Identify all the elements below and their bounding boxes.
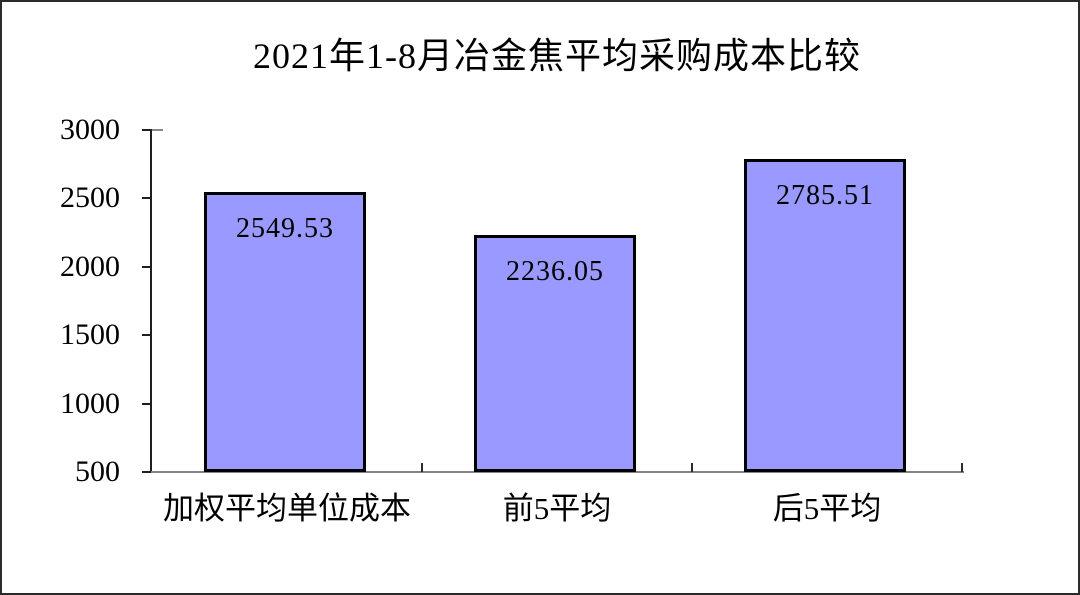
y-tick-label: 3000 xyxy=(60,113,120,146)
bar: 2785.51 xyxy=(744,159,906,472)
category-label: 加权平均单位成本 xyxy=(163,491,411,526)
y-tick-mark xyxy=(142,471,151,473)
category-label: 前5平均 xyxy=(502,491,612,526)
x-axis-line xyxy=(150,471,964,473)
bar-value-label: 2549.53 xyxy=(236,212,334,244)
y-tick-mark xyxy=(142,197,151,200)
y-tick-label: 1000 xyxy=(60,386,120,420)
category-label: 后5平均 xyxy=(772,491,882,526)
y-tick-label: 2500 xyxy=(60,181,120,215)
x-tick-mark xyxy=(691,463,693,472)
bar: 2236.05 xyxy=(474,234,636,472)
y-axis-line xyxy=(150,129,152,473)
y-tick-label: 1500 xyxy=(60,318,120,352)
y-tick-mark xyxy=(142,334,151,337)
x-tick-mark xyxy=(421,463,423,472)
bar: 2549.53 xyxy=(204,191,366,472)
y-tick-label: 2000 xyxy=(60,249,120,283)
x-tick-mark xyxy=(961,463,963,472)
y-tick-mark xyxy=(142,265,151,268)
bar-value-label: 2785.51 xyxy=(776,180,874,212)
chart-title: 2021年1-8月冶金焦平均采购成本比较 xyxy=(253,36,861,76)
y-tick-label: 500 xyxy=(75,455,120,488)
bar-value-label: 2236.05 xyxy=(506,255,604,287)
y-tick-mark xyxy=(142,402,151,405)
y-axis-top-tick xyxy=(152,129,163,131)
y-tick-mark xyxy=(142,129,151,131)
